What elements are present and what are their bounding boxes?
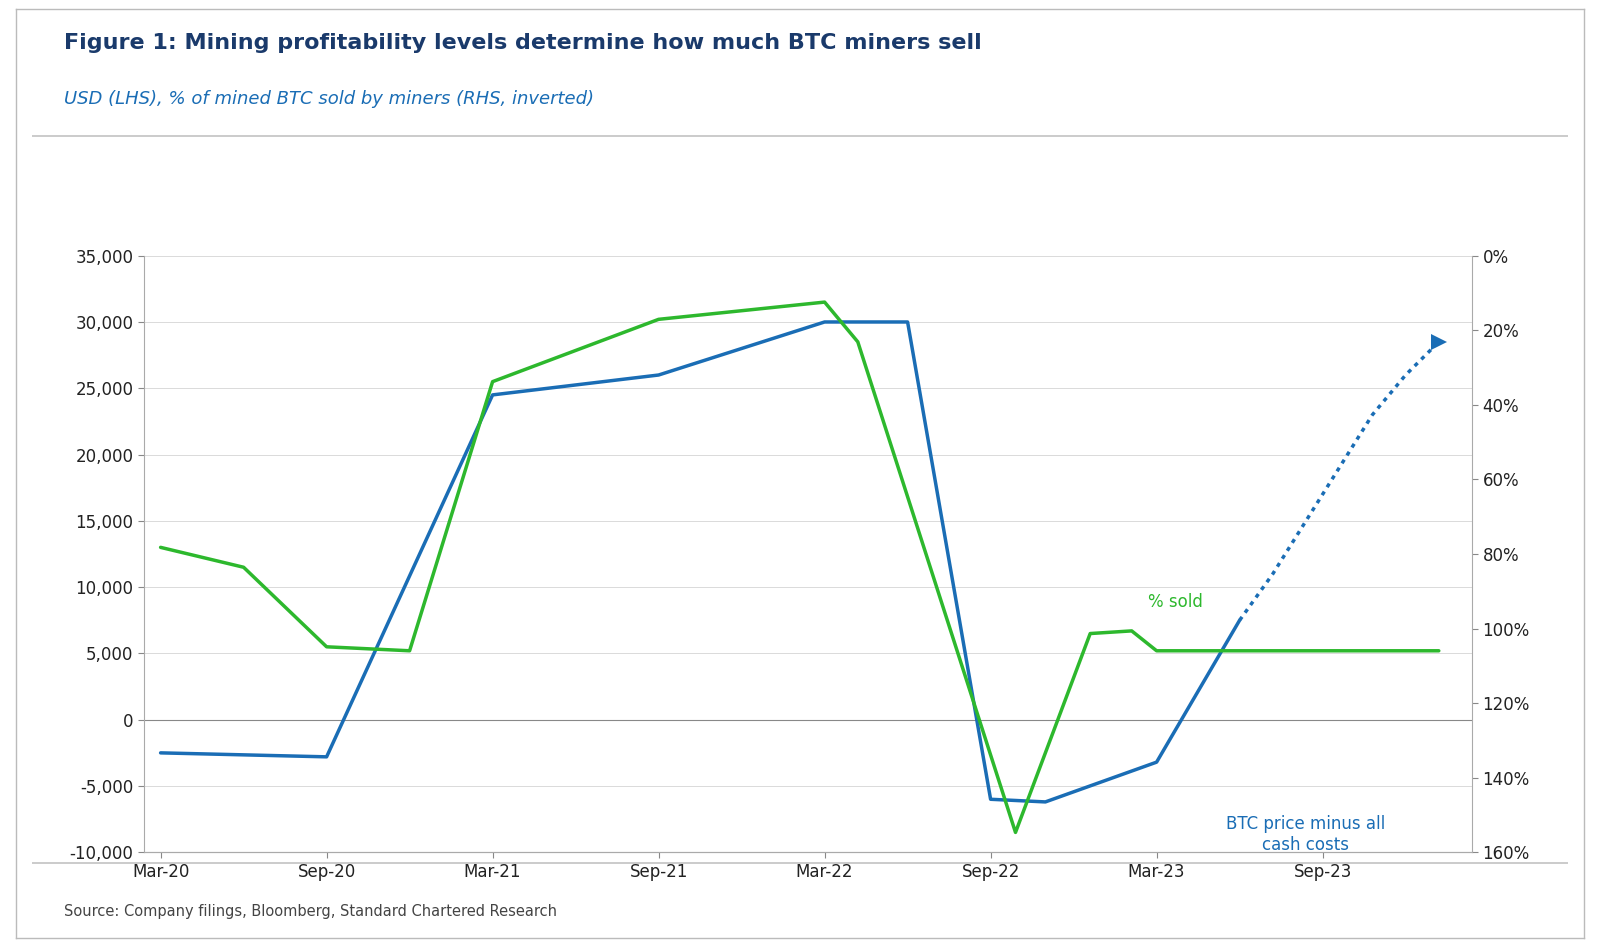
Text: USD (LHS), % of mined BTC sold by miners (RHS, inverted): USD (LHS), % of mined BTC sold by miners… [64, 90, 594, 108]
Text: BTC price minus all
cash costs: BTC price minus all cash costs [1226, 815, 1386, 854]
Text: % sold: % sold [1149, 593, 1203, 611]
Text: Source: Company filings, Bloomberg, Standard Chartered Research: Source: Company filings, Bloomberg, Stan… [64, 904, 557, 920]
Text: Figure 1: Mining profitability levels determine how much BTC miners sell: Figure 1: Mining profitability levels de… [64, 33, 982, 53]
